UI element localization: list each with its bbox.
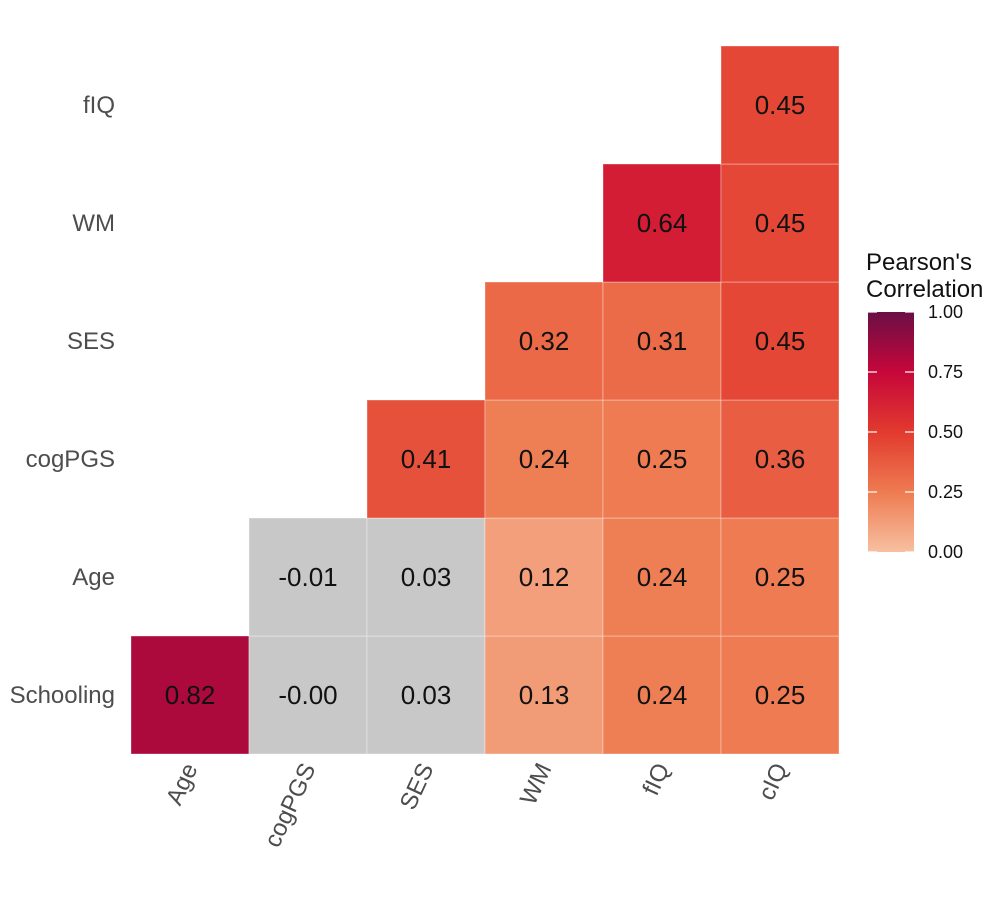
legend-tick-label: 0.50 [928,422,963,442]
heatmap-cell-age-ciq [720,517,840,637]
heatmap-cell-schooling-fiq [602,635,722,755]
cell-value-schooling-ses: 0.03 [401,680,452,710]
legend-tick-label: 0.25 [928,482,963,502]
legend-tick-label: 0.75 [928,362,963,382]
cell-value-cogpgs-ciq: 0.36 [755,444,806,474]
legend-title-line-1: Pearson's [866,249,972,276]
heatmap-cell-schooling-wm [484,635,604,755]
cell-value-ses-fiq: 0.31 [637,326,688,356]
legend-tick-label: 1.00 [928,302,963,322]
x-tick-label-age: Age [161,759,204,809]
y-tick-label-fiq: fIQ [83,92,115,119]
heatmap-cell-age-wm [484,517,604,637]
legend-title-line-2: Correlation [866,276,983,303]
cell-value-cogpgs-fiq: 0.25 [637,444,688,474]
heatmap-cell-schooling-ciq [720,635,840,755]
legend-tick-label: 0.00 [928,542,963,562]
cell-value-ses-wm: 0.32 [519,326,570,356]
x-tick-label-fiq: fIQ [637,759,675,799]
y-tick-label-cogpgs: cogPGS [26,446,115,473]
x-tick-label-ses: SES [395,759,440,814]
cell-value-schooling-age: 0.82 [165,680,216,710]
y-tick-label-schooling: Schooling [10,682,115,709]
y-tick-label-wm: WM [72,210,115,237]
heatmap-cell-wm-fiq [602,163,722,283]
x-axis-labels: Age cogPGS SES WM fIQ cIQ [161,759,794,851]
cell-value-wm-fiq: 0.64 [637,208,688,238]
heatmap-cell-age-cogpgs [248,517,368,637]
heatmap-cell-cogpgs-wm [484,399,604,519]
cell-value-schooling-wm: 0.13 [519,680,570,710]
cell-value-age-fiq: 0.24 [637,562,688,592]
heatmap-cell-ses-wm [484,281,604,401]
heatmap-cell-age-ses [366,517,486,637]
cell-value-schooling-fiq: 0.24 [637,680,688,710]
heatmap-cell-ses-fiq [602,281,722,401]
cell-value-ses-ciq: 0.45 [755,326,806,356]
legend-ticks: 1.00 0.75 0.50 0.25 0.00 [868,302,963,562]
cell-value-age-wm: 0.12 [519,562,570,592]
heatmap-cells [130,45,840,755]
cell-value-fiq-ciq: 0.45 [755,90,806,120]
heatmap-cell-schooling-age [130,635,250,755]
x-tick-label-ciq: cIQ [753,759,793,804]
cell-value-age-cogpgs: -0.01 [278,562,337,592]
y-tick-label-ses: SES [67,328,115,355]
heatmap-cell-labels: 0.82 -0.00 0.03 0.13 0.24 0.25 -0.01 0.03 0.12 0.… [165,90,806,710]
heatmap-cell-wm-ciq [720,163,840,283]
cell-value-cogpgs-wm: 0.24 [519,444,570,474]
heatmap-cell-cogpgs-ciq [720,399,840,519]
cell-value-age-ciq: 0.25 [755,562,806,592]
y-axis-labels: Schooling Age cogPGS SES WM fIQ [10,92,115,709]
x-tick-label-cogpgs: cogPGS [259,759,321,851]
color-legend: Pearson's Correlation 1.00 0.75 0.50 0.25 0.… [866,249,983,562]
y-tick-label-age: Age [72,564,115,591]
heatmap-cell-cogpgs-ses [366,399,486,519]
cell-value-schooling-cogpgs: -0.00 [278,680,337,710]
x-tick-label-wm: WM [515,759,557,809]
heatmap-cell-age-fiq [602,517,722,637]
cell-value-age-ses: 0.03 [401,562,452,592]
heatmap-cell-fiq-ciq [720,45,840,165]
cell-value-cogpgs-ses: 0.41 [401,444,452,474]
cell-value-wm-ciq: 0.45 [755,208,806,238]
cell-value-schooling-ciq: 0.25 [755,680,806,710]
heatmap-cell-ses-ciq [720,281,840,401]
heatmap-cell-schooling-cogpgs [248,635,368,755]
